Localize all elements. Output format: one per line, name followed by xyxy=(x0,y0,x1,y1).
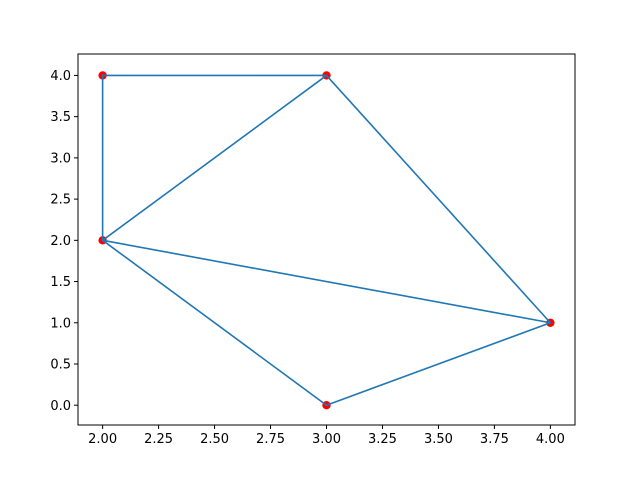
x-tick-label: 4.00 xyxy=(536,432,565,447)
y-tick-label: 2.0 xyxy=(50,234,71,249)
x-tick-label: 3.50 xyxy=(424,432,453,447)
x-tick-label: 3.00 xyxy=(312,432,341,447)
y-tick-label: 4.0 xyxy=(50,69,71,84)
graph-edge xyxy=(101,239,328,407)
y-tick-label: 3.0 xyxy=(50,151,71,166)
x-tick-label: 3.25 xyxy=(368,432,397,447)
x-tick-label: 3.75 xyxy=(480,432,509,447)
graph-edge xyxy=(325,321,552,407)
graph-edge xyxy=(101,74,328,242)
x-tick-label: 2.75 xyxy=(256,432,285,447)
y-tick-label: 1.5 xyxy=(50,275,71,290)
plot-area xyxy=(78,54,575,425)
x-tick-label: 2.25 xyxy=(144,432,173,447)
x-tick-label: 2.50 xyxy=(200,432,229,447)
axes-frame xyxy=(77,53,576,426)
y-tick-label: 1.0 xyxy=(50,316,71,331)
y-tick-label: 2.5 xyxy=(50,193,71,208)
x-tick-label: 2.00 xyxy=(88,432,117,447)
y-tick-label: 3.5 xyxy=(50,110,71,125)
y-tick-label: 0.0 xyxy=(50,399,71,414)
y-tick-label: 0.5 xyxy=(50,358,71,373)
graph-edge xyxy=(101,239,552,324)
graph-edge xyxy=(325,74,552,324)
